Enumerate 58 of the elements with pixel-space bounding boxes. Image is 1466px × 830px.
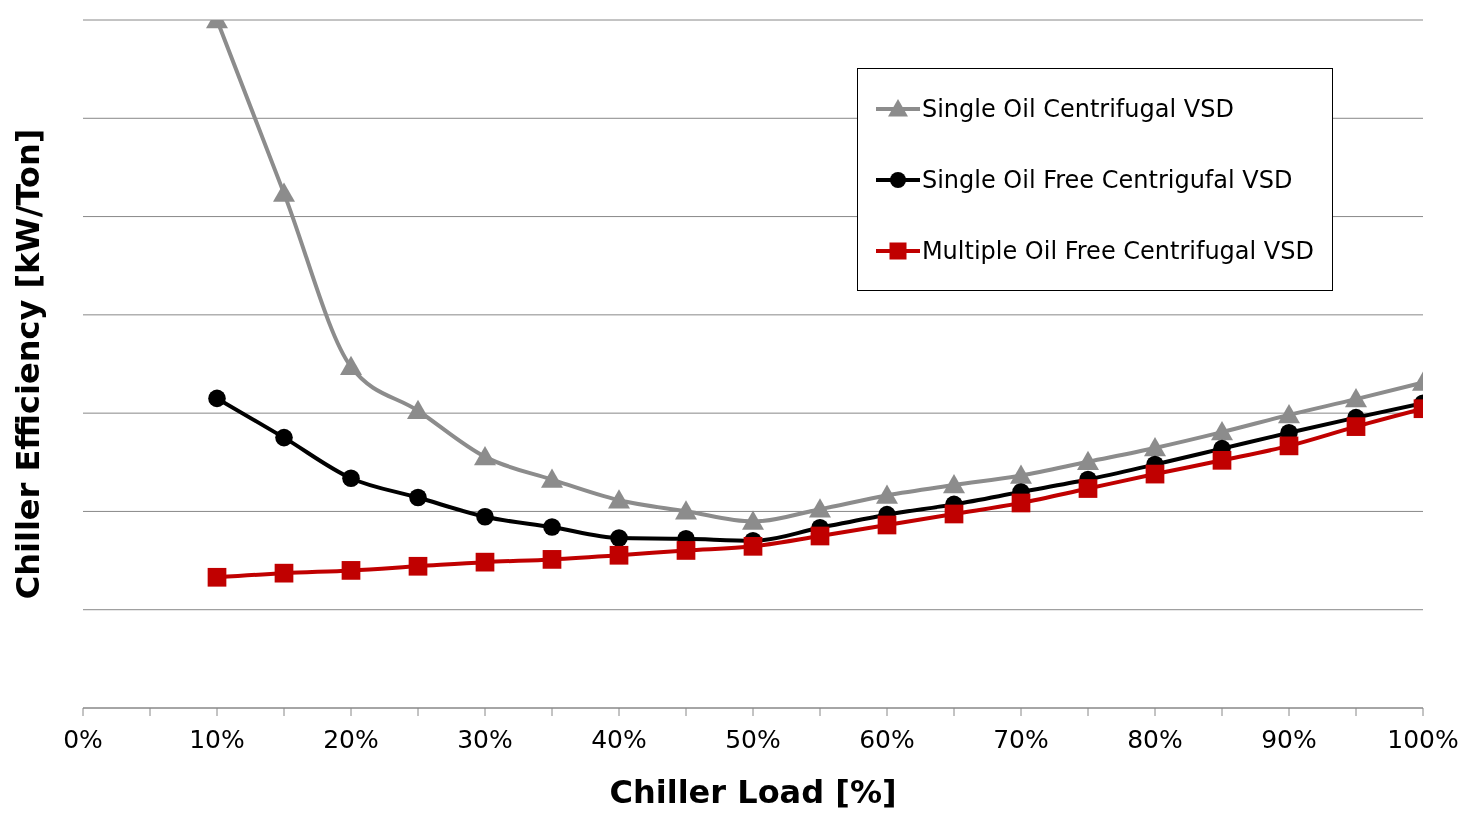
point xyxy=(543,518,561,536)
point xyxy=(208,389,226,408)
point xyxy=(877,515,897,535)
point xyxy=(809,498,831,518)
point xyxy=(675,500,697,520)
x-tick-label: 80% xyxy=(1127,724,1183,754)
point xyxy=(542,550,562,569)
point xyxy=(207,567,227,587)
point xyxy=(609,545,629,565)
x-tick-label: 50% xyxy=(725,724,781,754)
x-tick-label: 0% xyxy=(63,724,103,754)
point xyxy=(1345,388,1367,408)
point xyxy=(1278,403,1300,424)
x-tick-label: 10% xyxy=(189,724,245,754)
point xyxy=(341,561,361,580)
point xyxy=(676,541,696,560)
point xyxy=(408,556,428,576)
point xyxy=(1078,479,1098,498)
point xyxy=(1077,450,1099,470)
point xyxy=(876,484,898,504)
point xyxy=(1145,464,1165,484)
legend-label: Single Oil Centrifugal VSD xyxy=(921,94,1234,123)
point xyxy=(1279,436,1299,456)
legend-label: Single Oil Free Centrigufal VSD xyxy=(921,165,1293,194)
x-tick-label: 30% xyxy=(457,724,513,754)
x-tick-label: 60% xyxy=(859,724,915,754)
point xyxy=(474,445,496,466)
point xyxy=(274,563,294,583)
point xyxy=(340,355,362,375)
x-tick-label: 20% xyxy=(323,724,379,754)
point xyxy=(944,504,964,524)
x-tick-label: 90% xyxy=(1261,724,1317,754)
point xyxy=(608,489,630,509)
x-tick-label: 100% xyxy=(1387,724,1459,754)
point xyxy=(743,536,763,556)
x-tick-label: 40% xyxy=(591,724,647,754)
x-axis-title: Chiller Load [%] xyxy=(609,773,897,811)
point xyxy=(407,399,429,420)
point xyxy=(342,469,360,488)
point xyxy=(1211,421,1233,441)
point xyxy=(475,552,495,572)
point xyxy=(1144,436,1166,457)
point xyxy=(1346,417,1366,436)
y-axis-title: Chiller Efficiency [kW/Ton] xyxy=(9,128,48,600)
legend-label: Multiple Oil Free Centrifugal VSD xyxy=(921,236,1314,265)
point xyxy=(610,529,628,547)
point xyxy=(1011,493,1031,513)
point xyxy=(273,182,295,202)
point xyxy=(476,507,494,526)
point xyxy=(810,526,830,546)
x-tick-label: 70% xyxy=(993,724,1049,754)
point xyxy=(275,428,293,447)
point xyxy=(742,510,764,530)
point xyxy=(1010,464,1032,484)
point xyxy=(943,474,965,494)
point xyxy=(541,468,563,488)
point xyxy=(1212,450,1232,470)
point xyxy=(409,488,427,507)
